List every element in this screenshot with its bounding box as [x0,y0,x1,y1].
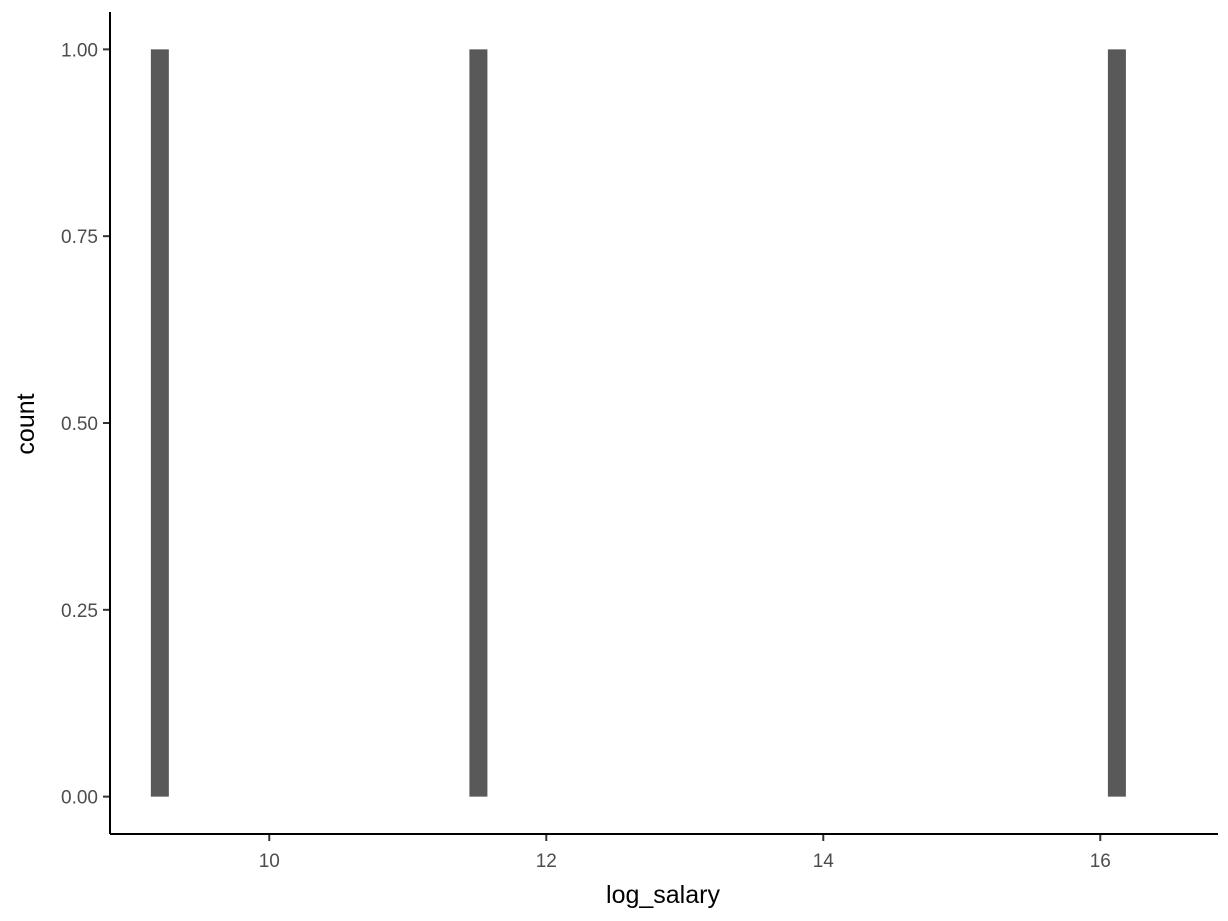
histogram-bar [469,49,488,797]
y-axis-ticks: 0.00 0.25 0.50 0.75 1.00 [61,40,110,809]
x-tick-label: 12 [536,851,557,872]
bars-group [150,49,1126,797]
histogram-bar [1107,49,1126,797]
x-axis-title: log_salary [606,881,720,909]
y-tick-label: 1.00 [61,40,98,61]
y-axis-title: count [12,393,40,454]
x-tick-label: 14 [813,851,835,872]
y-tick-label: 0.50 [61,414,98,435]
x-tick-label: 10 [259,851,280,872]
x-tick-label: 16 [1090,851,1111,872]
x-axis-ticks: 10 12 14 16 [259,834,1111,872]
histogram-bar [150,49,169,797]
y-tick-label: 0.75 [61,227,98,248]
y-tick-label: 0.25 [61,601,98,622]
y-tick-label: 0.00 [61,788,98,809]
